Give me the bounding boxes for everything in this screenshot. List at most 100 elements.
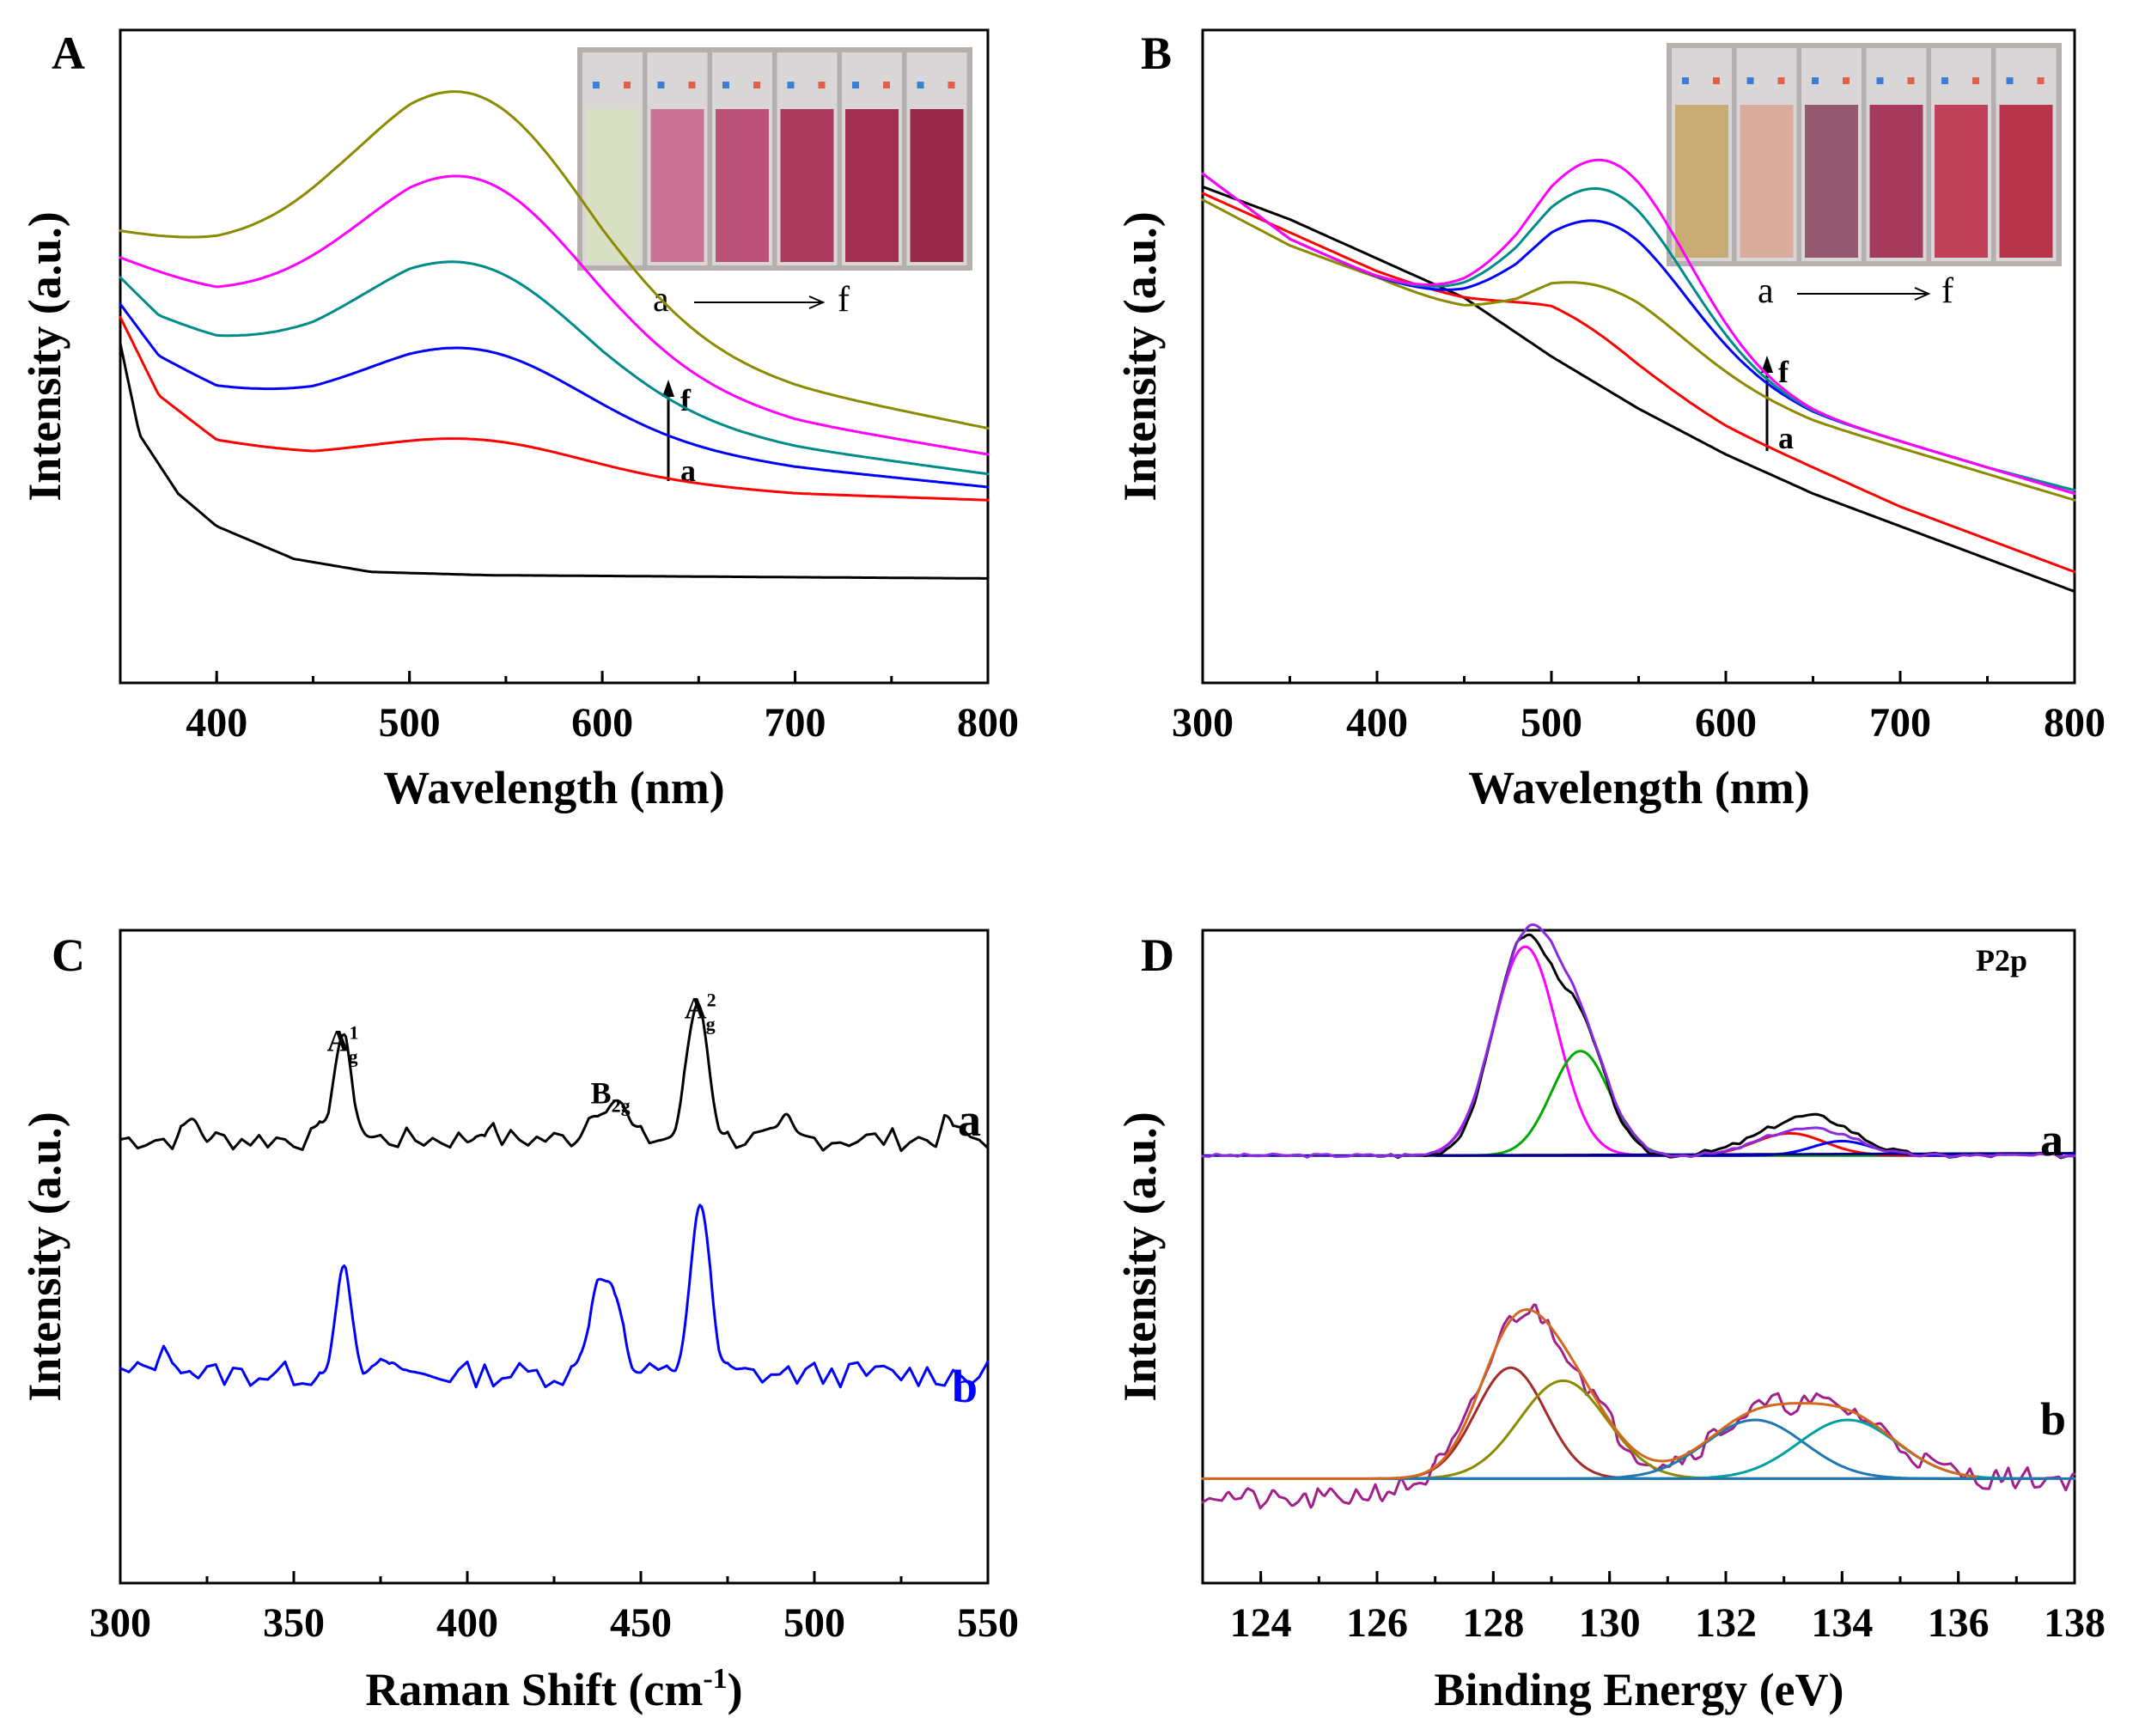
panel-d-series-a-label: a <box>2040 1114 2063 1166</box>
panel-d-series-b-fit <box>1201 1308 1978 1480</box>
panel-b-inset-arrowhead <box>1914 287 1931 301</box>
panel-d-x-tick-label: 136 <box>1928 1600 1990 1646</box>
panel-a-arrow-end-label: f <box>680 383 692 417</box>
panel-a-inset-photo <box>577 47 972 271</box>
panel-d-axes-frame <box>1201 929 2076 1585</box>
panel-d-x-ticks: 124 126 128 130 132 134 136 138 <box>1201 1571 2106 1646</box>
panel-c-series-a-line <box>119 1002 990 1153</box>
panel-b-cuvette-marker-red <box>1777 77 1785 84</box>
panel-a-cuvette-marker-red <box>753 82 760 88</box>
panel-d-x-tick-label: 134 <box>1811 1600 1873 1646</box>
panel-a-cuvette-liquid <box>716 109 769 262</box>
panel-d-series-a-component <box>1434 945 1960 1157</box>
panel-d-x-tick-label: 138 <box>2044 1600 2106 1646</box>
panel-c-x-axis-label-end: ) <box>728 1664 743 1715</box>
panel-a-series-a-line <box>119 342 990 580</box>
panel-c-x-tick-label: 400 <box>436 1600 498 1646</box>
panel-a-x-tick-label: 700 <box>765 700 826 746</box>
panel-b-x-axis-label: Wavelength (nm) <box>1468 762 1810 813</box>
panel-a-x-tick-label: 600 <box>571 700 633 746</box>
panel-a-cuvette-marker-red <box>688 82 696 88</box>
panel-c-y-axis-label: Intensity (a.u.) <box>19 1112 70 1402</box>
panel-a-cuvette-liquid <box>780 109 834 262</box>
panel-c-peak-label-main: B <box>591 1075 612 1110</box>
panel-b-arrow-start-label: a <box>1778 421 1794 455</box>
panel-a-series-d-line <box>119 260 990 476</box>
panel-b-cuvette-marker-red <box>1907 77 1915 84</box>
panel-c-series-a-label: a <box>958 1094 981 1146</box>
panel-b-label: B <box>1141 27 1172 79</box>
panel-a-cuvette-marker-blue <box>917 82 924 88</box>
panel-d-y-axis-label: Intensity (a.u.) <box>1114 1112 1166 1402</box>
panel-a-cuvette-marker-blue <box>852 82 859 88</box>
panel-c-x-axis-label-sup: -1 <box>703 1663 727 1695</box>
panel-a-curves <box>119 90 990 580</box>
panel-a-arrow-start-label: a <box>680 454 696 488</box>
panel-a-inset-background <box>577 47 972 271</box>
panel-a: A a f f a 400 500 600 700 800 Wavelength (nm… <box>19 27 1019 813</box>
panel-d-series-a-raw <box>1375 933 2076 1160</box>
panel-a-cuvette-marker-red <box>624 82 631 88</box>
panel-b-x-tick-label: 700 <box>1869 700 1931 746</box>
panel-c-x-tick-label: 450 <box>610 1600 672 1646</box>
panel-b-series-arrowhead <box>1761 356 1773 373</box>
panel-b-arrow-end-label: f <box>1778 355 1789 389</box>
panel-b-x-ticks: 300 400 500 600 700 800 <box>1172 671 2106 746</box>
panel-c-curves <box>119 1002 990 1389</box>
panel-c-peak-label-sup: 2 <box>707 990 716 1011</box>
panel-b-cuvette-liquid <box>1740 105 1794 258</box>
panel-d-series-a-component <box>1434 1050 1960 1157</box>
panel-a-cuvette-marker-blue <box>787 82 795 88</box>
panel-b-cuvette-marker-blue <box>1746 77 1754 84</box>
panel-d-x-tick-label: 132 <box>1695 1600 1757 1646</box>
panel-a-series-e-line <box>119 174 990 456</box>
panel-b: B a f f a 300 400 500 600 700 800 Wavelength … <box>1114 27 2106 813</box>
panel-b-series-c-line <box>1201 198 2076 502</box>
panel-a-x-ticks: 400 500 600 700 800 <box>119 671 1019 746</box>
panel-b-inset-caption-end: f <box>1941 271 1953 311</box>
panel-b-x-tick-label: 400 <box>1346 700 1408 746</box>
panel-a-cuvette-liquid <box>845 109 899 262</box>
panel-d: D P2p a b 124 126 128 130 132 134 136 138 Bindi… <box>1114 923 2106 1715</box>
panel-d-x-tick-label: 126 <box>1346 1600 1408 1646</box>
panel-a-x-tick-label: 500 <box>379 700 441 746</box>
panel-a-series-b-line <box>119 315 990 502</box>
panel-d-label: D <box>1141 929 1174 981</box>
panel-c-x-tick-label: 350 <box>263 1600 325 1646</box>
panel-b-cuvette-liquid <box>1869 105 1923 258</box>
panel-b-y-axis-label: Intensity (a.u.) <box>1114 211 1166 502</box>
panel-d-x-tick-label: 124 <box>1230 1600 1292 1646</box>
panel-b-cuvette-marker-red <box>1843 77 1850 84</box>
panel-b-cuvette-liquid <box>1999 105 2053 258</box>
panel-a-cuvette-marker-red <box>883 82 890 88</box>
panel-b-inset-photo <box>1667 43 2062 266</box>
panel-b-cuvette-marker-blue <box>1876 77 1884 84</box>
panel-b-inset-background <box>1667 43 2062 266</box>
panel-c-x-axis-label-text: Raman Shift (cm <box>365 1664 703 1715</box>
panel-d-x-tick-label: 128 <box>1462 1600 1524 1646</box>
panel-d-series-b-raw <box>1201 1303 2076 1510</box>
panel-c-peak-label-sub: g <box>349 1046 358 1068</box>
panel-a-series-c-line <box>119 302 990 489</box>
panel-c-peak-label-sub: 2g <box>612 1094 631 1116</box>
panel-b-cuvette-marker-blue <box>2006 77 2014 84</box>
panel-d-x-tick-label: 130 <box>1579 1600 1641 1646</box>
panel-a-inset-arrowhead <box>808 295 826 309</box>
panel-a-cuvette-marker-blue <box>593 82 600 88</box>
panel-a-cuvette-marker-blue <box>722 82 729 88</box>
panel-c-x-tick-label: 550 <box>957 1600 1019 1646</box>
panel-d-annotation: P2p <box>1976 943 2027 978</box>
panel-d-x-axis-label: Binding Energy (eV) <box>1434 1664 1844 1715</box>
panel-b-series-a-line <box>1201 185 2076 594</box>
panel-c-peak-label: A1 g <box>327 1022 359 1068</box>
panel-b-cuvette-liquid <box>1805 105 1858 258</box>
panel-b-series-b-line <box>1201 192 2076 574</box>
panel-a-x-tick-label: 800 <box>957 700 1019 746</box>
panel-a-series-arrowhead <box>662 380 674 397</box>
panel-a-cuvette-marker-red <box>818 82 826 88</box>
panel-c-axes-frame <box>119 929 990 1585</box>
panel-a-inset-caption-end: f <box>838 280 850 320</box>
panel-c-x-tick-label: 500 <box>783 1600 845 1646</box>
panel-a-label: A <box>52 27 85 79</box>
